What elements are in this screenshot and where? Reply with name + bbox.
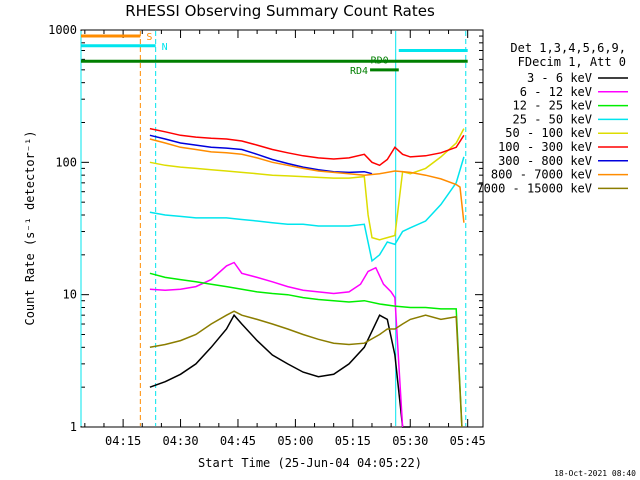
- plot-axes: 1 10 100 1000 04:15 04:30 04:45 05:00 05:15 05:30…: [48, 23, 486, 448]
- legend: Det 1,3,4,5,6,9, FDecim 1, Att 0 3 - 6 k…: [476, 41, 628, 195]
- legend-label: 3 - 6 keV: [527, 71, 592, 85]
- series-line: [149, 138, 465, 223]
- x-axis-label: Start Time (25-Jun-04 04:05:22): [198, 456, 422, 470]
- legend-label: 50 - 100 keV: [505, 126, 592, 140]
- x-tick-label: 05:45: [450, 434, 486, 448]
- legend-label: 6 - 12 keV: [520, 85, 592, 99]
- series-line: [149, 313, 411, 428]
- legend-label: 300 - 800 keV: [498, 154, 592, 168]
- x-tick-label: 04:15: [105, 434, 141, 448]
- series-line: [149, 134, 373, 175]
- series-line: [149, 128, 465, 241]
- chart-title: RHESSI Observing Summary Count Rates: [125, 2, 435, 20]
- legend-label: 7000 - 15000 keV: [476, 181, 592, 195]
- legend-label: 25 - 50 keV: [513, 112, 592, 126]
- x-tick-label: 04:45: [220, 434, 256, 448]
- footer-date: 18-Oct-2021 08:40: [554, 469, 636, 478]
- x-tick-label: 05:30: [392, 434, 428, 448]
- legend-header-1: Det 1,3,4,5,6,9,: [510, 41, 626, 55]
- y-tick-label: 10: [63, 288, 77, 302]
- series-line: [149, 272, 463, 428]
- plot-frame: [80, 29, 484, 428]
- flag-label: S: [146, 32, 152, 43]
- legend-label: 12 - 25 keV: [513, 99, 592, 113]
- x-tick-label: 04:30: [162, 434, 198, 448]
- legend-header-2: FDecim 1, Att 0: [518, 55, 626, 69]
- x-tick-label: 05:00: [277, 434, 313, 448]
- y-axis-label: Count Rate (s⁻¹ detector⁻¹): [23, 130, 37, 325]
- y-tick-label: 1: [70, 420, 77, 434]
- y-tick-label: 1000: [48, 23, 77, 37]
- series-line: [149, 127, 465, 167]
- flag-label: N: [162, 42, 168, 53]
- legend-label: 100 - 300 keV: [498, 140, 592, 154]
- flag-label: RD0: [371, 55, 389, 66]
- y-tick-label: 100: [55, 155, 77, 169]
- series-line: [149, 261, 404, 428]
- x-tick-label: 05:15: [335, 434, 371, 448]
- legend-label: 800 - 7000 keV: [491, 168, 592, 182]
- flag-label: RD4: [350, 66, 368, 77]
- series-line: [149, 310, 463, 428]
- series-group: [149, 127, 465, 428]
- series-line: [149, 156, 465, 263]
